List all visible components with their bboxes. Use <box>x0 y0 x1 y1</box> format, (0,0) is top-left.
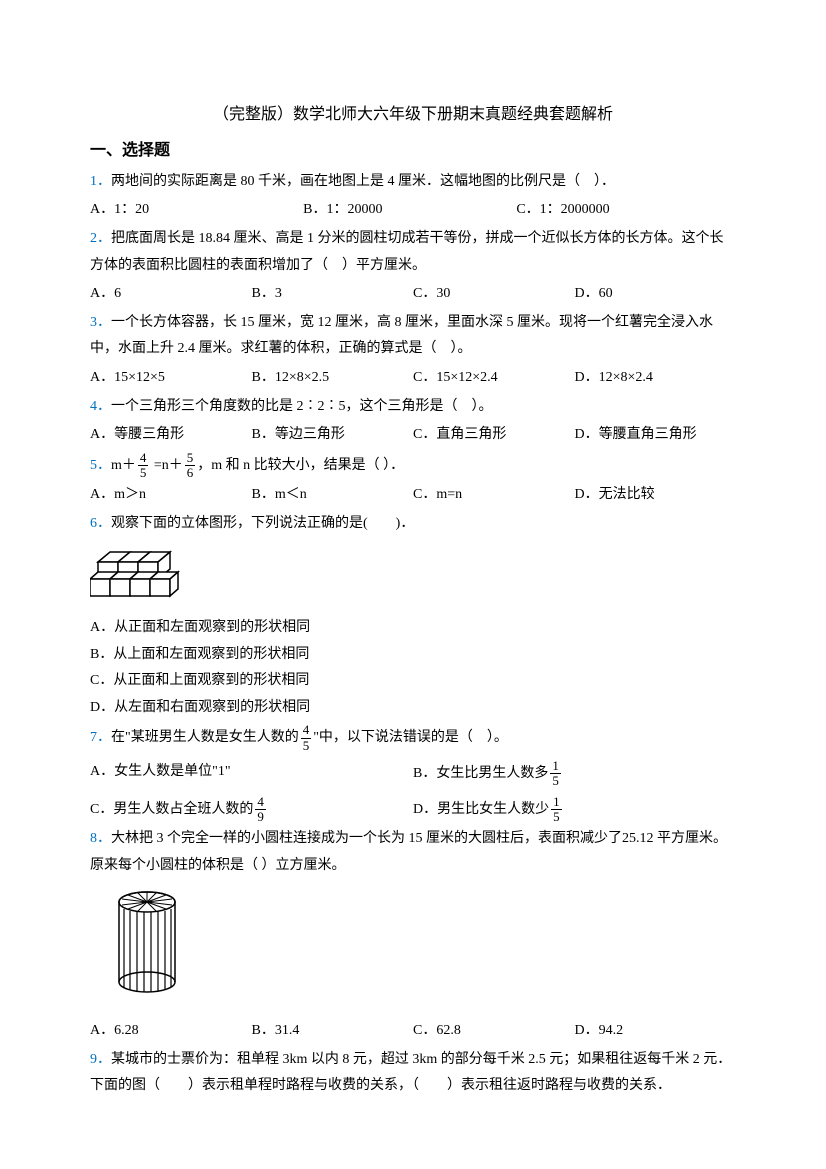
opt-2b: B．3 <box>252 281 414 308</box>
qtext-8: 大林把 3 个完全一样的小圆柱连接成为一个长为 15 厘米的大圆柱后，表面积减少… <box>90 831 727 873</box>
question-3: 3．一个长方体容器，长 15 厘米，宽 12 厘米，高 8 厘米，里面水深 5 … <box>90 310 736 363</box>
opt-7c: C．男生人数占全班人数的49 <box>90 795 413 825</box>
qnum-1: 1． <box>90 174 111 189</box>
opt-1b: B．1：20000 <box>303 197 516 224</box>
page-title: （完整版）数学北师大六年级下册期末真题经典套题解析 <box>90 100 736 130</box>
opt-4c: C．直角三角形 <box>413 422 575 449</box>
options-7-row2: C．男生人数占全班人数的49 D．男生比女生人数少15 <box>90 795 736 825</box>
cube-diagram-icon <box>90 544 210 599</box>
question-8: 8．大林把 3 个完全一样的小圆柱连接成为一个长为 15 厘米的大圆柱后，表面积… <box>90 826 736 879</box>
opt-5c: C．m=n <box>413 482 575 509</box>
options-1: A．1：20 B．1：20000 C．1：2000000 <box>90 197 736 224</box>
question-7: 7．在"某班男生人数是女生人数的45"中，以下说法错误的是（ ）。 <box>90 723 736 753</box>
options-3: A．15×12×5 B．12×8×2.5 C．15×12×2.4 D．12×8×… <box>90 365 736 392</box>
question-6: 6．观察下面的立体图形，下列说法正确的是( )． <box>90 511 736 538</box>
opt-7d: D．男生比女生人数少15 <box>413 795 736 825</box>
q5-before: m＋ <box>111 458 136 473</box>
opt-5a: A．m＞n <box>90 482 252 509</box>
qtext-3: 一个长方体容器，长 15 厘米，宽 12 厘米，高 8 厘米，里面水深 5 厘米… <box>90 315 713 357</box>
opt-7b: B．女生比男生人数多15 <box>413 759 736 789</box>
opt-3b: B．12×8×2.5 <box>252 365 414 392</box>
opt-2a: A．6 <box>90 281 252 308</box>
question-4: 4．一个三角形三个角度数的比是 2∶2∶5，这个三角形是（ ）。 <box>90 394 736 421</box>
options-2: A．6 B．3 C．30 D．60 <box>90 281 736 308</box>
section-header: 一、选择题 <box>90 136 736 166</box>
opt-8a: A．6.28 <box>90 1018 252 1045</box>
opt-3a: A．15×12×5 <box>90 365 252 392</box>
qnum-9: 9． <box>90 1052 111 1067</box>
qnum-6: 6． <box>90 516 111 531</box>
qtext-9: 某城市的士票价为：租单程 3km 以内 8 元，超过 3km 的部分每千米 2.… <box>90 1052 731 1094</box>
cylinder-diagram-icon <box>110 887 185 997</box>
opt-1c: C．1：2000000 <box>516 197 729 224</box>
qnum-2: 2． <box>90 231 111 246</box>
question-9: 9．某城市的士票价为：租单程 3km 以内 8 元，超过 3km 的部分每千米 … <box>90 1047 736 1100</box>
opt-6c: C．从正面和上面观察到的形状相同 <box>90 668 736 695</box>
qnum-5: 5． <box>90 458 111 473</box>
qnum-4: 4． <box>90 399 111 414</box>
qnum-7: 7． <box>90 730 111 745</box>
opt-8c: C．62.8 <box>413 1018 575 1045</box>
opt-5d: D．无法比较 <box>575 482 737 509</box>
frac-7-main: 45 <box>299 723 314 753</box>
options-4: A．等腰三角形 B．等边三角形 C．直角三角形 D．等腰直角三角形 <box>90 422 736 449</box>
question-1: 1．两地间的实际距离是 80 千米，画在地图上是 4 厘米．这幅地图的比例尺是（… <box>90 169 736 196</box>
opt-2c: C．30 <box>413 281 575 308</box>
options-7-row1: A．女生人数是单位"1" B．女生比男生人数多15 <box>90 759 736 789</box>
opt-7a: A．女生人数是单位"1" <box>90 759 413 789</box>
opt-5b: B．m＜n <box>252 482 414 509</box>
options-5: A．m＞n B．m＜n C．m=n D．无法比较 <box>90 482 736 509</box>
opt-8d: D．94.2 <box>575 1018 737 1045</box>
qnum-8: 8． <box>90 831 111 846</box>
opt-3c: C．15×12×2.4 <box>413 365 575 392</box>
opt-4b: B．等边三角形 <box>252 422 414 449</box>
qnum-3: 3． <box>90 315 111 330</box>
qtext-6: 观察下面的立体图形，下列说法正确的是( )． <box>111 516 414 531</box>
opt-2d: D．60 <box>575 281 737 308</box>
opt-4a: A．等腰三角形 <box>90 422 252 449</box>
qtext-4: 一个三角形三个角度数的比是 2∶2∶5，这个三角形是（ ）。 <box>111 399 493 414</box>
q7-before: 在"某班男生人数是女生人数的 <box>111 730 299 745</box>
opt-6b: B．从上面和左面观察到的形状相同 <box>90 642 736 669</box>
question-2: 2．把底面周长是 18.84 厘米、高是 1 分米的圆柱切成若干等份，拼成一个近… <box>90 226 736 279</box>
frac-5-1: 45 <box>136 451 151 481</box>
opt-4d: D．等腰直角三角形 <box>575 422 737 449</box>
q7-after: "中，以下说法错误的是（ ）。 <box>313 730 508 745</box>
q5-after: ，m 和 n 比较大小，结果是（ ）． <box>197 458 404 473</box>
options-8: A．6.28 B．31.4 C．62.8 D．94.2 <box>90 1018 736 1045</box>
qtext-2: 把底面周长是 18.84 厘米、高是 1 分米的圆柱切成若干等份，拼成一个近似长… <box>90 231 724 273</box>
question-5: 5．m＋45 =n＋56，m 和 n 比较大小，结果是（ ）． <box>90 451 736 481</box>
opt-1a: A．1：20 <box>90 197 303 224</box>
q5-mid: =n＋ <box>150 458 182 473</box>
opt-3d: D．12×8×2.4 <box>575 365 737 392</box>
opt-6d: D．从左面和右面观察到的形状相同 <box>90 695 736 722</box>
opt-6a: A．从正面和左面观察到的形状相同 <box>90 615 736 642</box>
frac-5-2: 56 <box>183 451 198 481</box>
opt-8b: B．31.4 <box>252 1018 414 1045</box>
qtext-1: 两地间的实际距离是 80 千米，画在地图上是 4 厘米．这幅地图的比例尺是（ ）… <box>111 174 615 189</box>
